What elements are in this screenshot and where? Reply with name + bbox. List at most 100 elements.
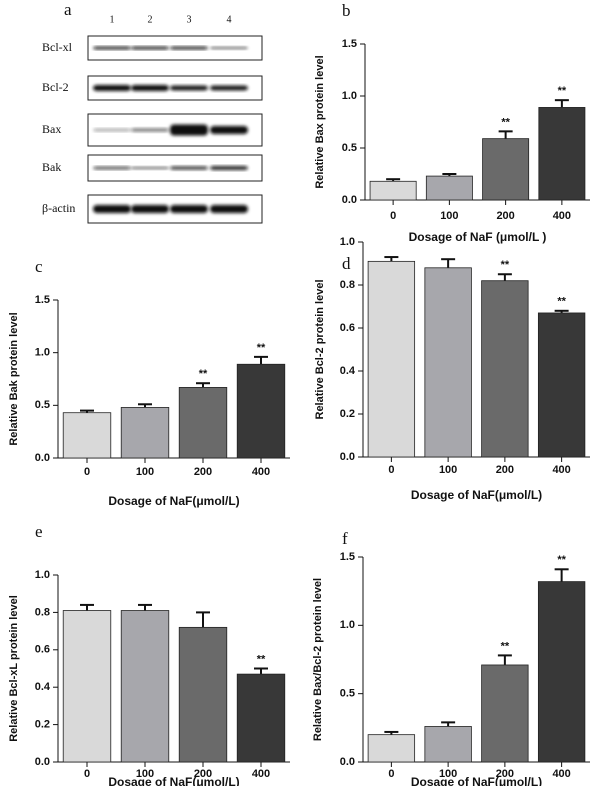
blot-band (210, 85, 248, 91)
bar (120, 610, 170, 763)
x-tick-label: 0 (388, 768, 394, 780)
bar (62, 610, 112, 763)
bar (120, 407, 170, 459)
y-tick-label: 1.5 (35, 294, 50, 306)
bar (481, 280, 529, 458)
blot-band (210, 46, 248, 50)
significance-mark: ** (557, 554, 566, 566)
y-axis-label: Relative Bcl-2 protein level (314, 280, 326, 420)
bar (178, 387, 228, 459)
x-tick-label: 100 (440, 210, 458, 222)
blot-band (210, 205, 248, 213)
panel-label: a (64, 0, 72, 19)
panel-label: b (342, 1, 351, 20)
bar (482, 138, 530, 201)
x-tick-label: 0 (388, 464, 394, 476)
panel-label: d (342, 254, 351, 273)
lane-number: 3 (187, 14, 192, 25)
lane-number: 1 (110, 14, 115, 25)
x-axis-label: Dosage of NaF(μmol/L) (411, 488, 542, 502)
x-tick-label: 100 (136, 466, 154, 478)
bar (537, 312, 586, 458)
y-tick-label: 0.5 (35, 399, 50, 411)
y-tick-label: 0.2 (35, 719, 50, 731)
y-tick-label: 0.4 (35, 681, 51, 693)
significance-mark: ** (501, 640, 510, 652)
blot-row-label: Bak (42, 160, 61, 174)
blot-row-label: Bcl-xl (42, 40, 73, 54)
x-tick-label: 200 (496, 464, 514, 476)
y-tick-label: 1.0 (342, 90, 357, 102)
y-tick-label: 0.6 (340, 322, 355, 334)
x-tick-label: 400 (252, 466, 270, 478)
y-tick-label: 0.8 (340, 279, 355, 291)
bar (178, 626, 228, 763)
significance-mark: ** (501, 259, 510, 271)
y-tick-label: 0.4 (340, 365, 356, 377)
y-tick-label: 0.5 (340, 688, 355, 700)
blot-band (93, 166, 131, 170)
blot-band (210, 166, 248, 170)
x-tick-label: 100 (136, 768, 154, 780)
y-tick-label: 0.8 (35, 606, 50, 618)
y-tick-label: 1.0 (35, 569, 50, 581)
y-tick-label: 0.2 (340, 408, 355, 420)
blot-band (170, 46, 208, 50)
y-tick-label: 0.0 (342, 194, 357, 206)
blot-band (170, 124, 208, 136)
x-axis-label: Dosage of NaF(μmol/L) (108, 494, 239, 508)
y-axis-label: Relative Bax/Bcl-2 protein level (312, 578, 324, 741)
y-tick-label: 0.0 (340, 756, 355, 768)
x-tick-label: 400 (252, 768, 270, 780)
blot-band (131, 166, 169, 170)
significance-mark: ** (257, 342, 266, 354)
x-tick-label: 200 (194, 466, 212, 478)
x-tick-label: 200 (194, 768, 212, 780)
y-tick-label: 1.5 (340, 551, 355, 563)
x-axis-label: Dosage of NaF(μmol/L) (411, 775, 542, 786)
significance-mark: ** (558, 85, 567, 97)
bar (236, 363, 286, 459)
bar (369, 180, 417, 201)
blot-row-label: Bax (42, 122, 61, 136)
bar (424, 267, 472, 458)
x-axis-label: Dosage of NaF (μmol/L ) (409, 230, 547, 244)
blot-band (131, 205, 169, 213)
y-tick-label: 0.5 (342, 142, 357, 154)
bar (236, 673, 286, 763)
bar (367, 260, 416, 458)
bar (538, 107, 586, 201)
significance-mark: ** (557, 296, 566, 308)
blot-band (170, 205, 208, 213)
blot-band (210, 126, 248, 134)
blot-band (93, 85, 131, 91)
x-tick-label: 0 (390, 210, 396, 222)
blot-band (93, 46, 131, 50)
x-tick-label: 0 (84, 466, 90, 478)
blot-band (131, 128, 169, 132)
panel-label: c (35, 257, 43, 276)
y-tick-label: 0.6 (35, 644, 50, 656)
y-tick-label: 1.0 (340, 619, 355, 631)
y-tick-label: 1.0 (35, 347, 50, 359)
blot-band (170, 85, 208, 91)
x-tick-label: 200 (496, 768, 514, 780)
bar (537, 581, 586, 763)
blot-band (93, 128, 131, 132)
significance-mark: ** (501, 116, 510, 128)
y-axis-label: Relative Bax protein level (314, 55, 326, 188)
y-tick-label: 0.0 (340, 451, 355, 463)
bar (425, 175, 473, 201)
x-tick-label: 200 (496, 210, 514, 222)
bar (367, 734, 416, 763)
significance-mark: ** (257, 653, 266, 665)
blot-band (93, 205, 131, 213)
x-axis-label: Dosage of NaF(μmol/L) (108, 775, 239, 786)
significance-mark: ** (199, 368, 208, 380)
x-tick-label: 400 (552, 464, 570, 476)
lane-number: 4 (227, 14, 232, 25)
panel-label: f (342, 529, 348, 548)
y-tick-label: 1.0 (340, 236, 355, 248)
blot-band (170, 166, 208, 170)
